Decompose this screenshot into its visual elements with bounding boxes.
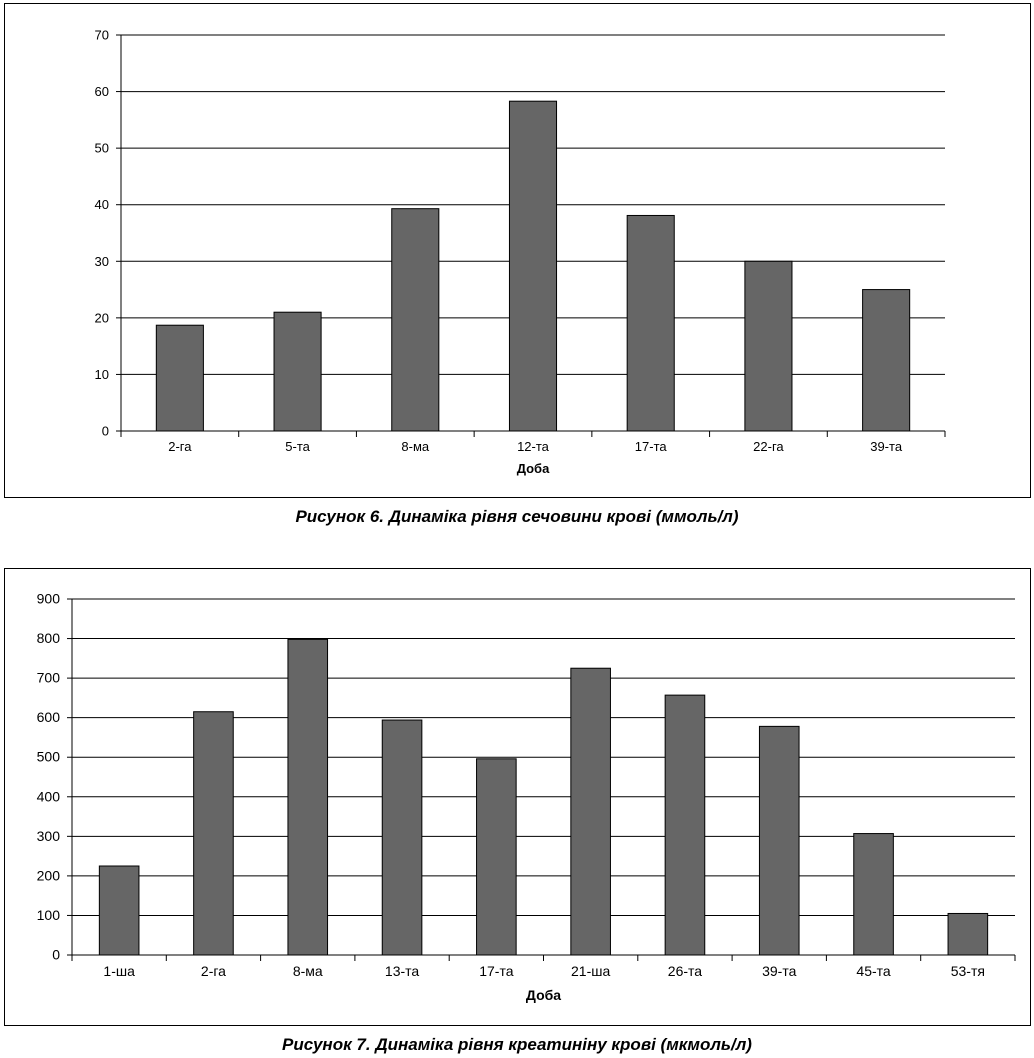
y-tick-label: 0	[102, 424, 109, 439]
y-tick-label: 60	[95, 84, 109, 99]
y-tick-label: 40	[95, 197, 109, 212]
chart-urea: 0 10 20 30 40 50 60 70 2-га 5-та 8-ма 12-та 17-та 22-…	[95, 28, 946, 476]
x-tick-label: 53-тя	[951, 963, 985, 979]
bar-12-та	[508, 100, 558, 432]
x-tick-label: 5-та	[285, 439, 310, 454]
bar-2-га	[193, 711, 234, 956]
bar-21-ша	[570, 667, 611, 956]
x-tick-label: 17-та	[635, 439, 668, 454]
figure-6-caption: Рисунок 6. Динаміка рівня сечовини крові…	[295, 507, 739, 526]
bar-5-та	[273, 311, 322, 432]
chart-creatinine: 0 100 200 300 400 500 600 700 800 900 1-ша 2-га 8-ма…	[37, 591, 1016, 1003]
bar-8-ма	[287, 638, 329, 956]
bar-45-та	[853, 833, 894, 956]
x-tick-label: 17-та	[479, 963, 513, 979]
x-tick-label: 22-га	[753, 439, 784, 454]
y-tick-label: 10	[95, 367, 109, 382]
x-tick-label: 12-та	[517, 439, 550, 454]
x-tick-label: 2-га	[168, 439, 192, 454]
x-tick-label: 8-ма	[401, 439, 429, 454]
y-tick-label: 900	[37, 591, 61, 607]
y-tick-label: 800	[37, 630, 61, 646]
bar-2-га	[155, 324, 204, 432]
bar-17-та	[626, 214, 675, 432]
y-tick-label: 500	[37, 749, 61, 765]
x-tick-label: 39-та	[870, 439, 903, 454]
bar-22-га	[744, 260, 793, 432]
bar-1-ша	[98, 865, 140, 956]
y-tick-label: 30	[95, 254, 109, 269]
y-tick-label: 400	[37, 788, 61, 804]
y-tick-label: 70	[95, 28, 109, 43]
x-tick-label: 45-та	[856, 963, 890, 979]
bar-26-та	[664, 694, 706, 956]
chart-urea-frame: 0 10 20 30 40 50 60 70 2-га 5-та 8-ма 12-та 17-та 22-…	[4, 3, 1031, 498]
y-tick-label: 200	[37, 867, 61, 883]
y-tick-label: 100	[37, 907, 61, 923]
x-tick-label: 13-та	[385, 963, 419, 979]
y-tick-label: 50	[95, 141, 109, 156]
bar-8-ма	[391, 208, 440, 432]
x-axis-title: Доба	[517, 461, 550, 476]
y-tick-label: 700	[37, 670, 61, 686]
x-tick-label: 26-та	[668, 963, 702, 979]
bar-13-та	[381, 719, 423, 956]
bar-17-та	[476, 758, 517, 956]
y-tick-label: 20	[95, 310, 109, 325]
x-tick-label: 39-та	[762, 963, 796, 979]
chart-creatinine-frame: 0 100 200 300 400 500 600 700 800 900 1-ша 2-га 8-ма…	[4, 568, 1031, 1026]
x-tick-label: 2-га	[201, 963, 226, 979]
y-tick-label: 300	[37, 828, 61, 844]
y-tick-label: 0	[52, 947, 60, 963]
figure-7-caption: Рисунок 7. Динаміка рівня креатиніну кро…	[282, 1035, 752, 1054]
x-axis-title: Доба	[526, 987, 561, 1003]
bar-53-тя	[947, 912, 989, 956]
y-tick-label: 600	[37, 709, 61, 725]
x-tick-label: 8-ма	[293, 963, 323, 979]
x-tick-label: 1-ша	[103, 963, 135, 979]
bar-39-та	[758, 725, 800, 956]
x-tick-label: 21-ша	[571, 963, 610, 979]
bar-39-та	[862, 289, 911, 432]
